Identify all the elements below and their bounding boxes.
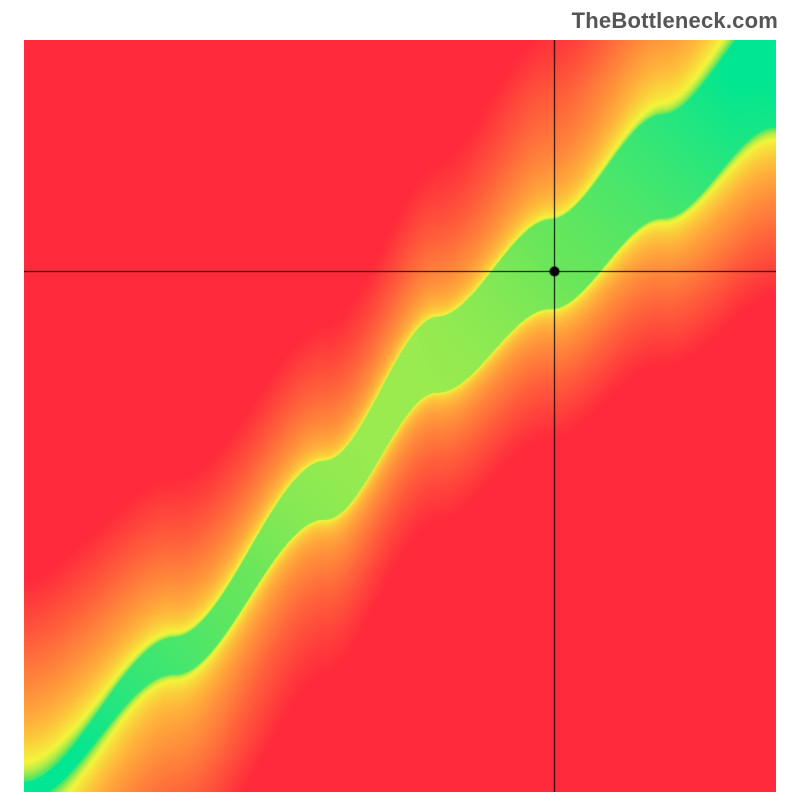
heatmap-canvas — [24, 40, 776, 792]
watermark-text: TheBottleneck.com — [572, 8, 778, 34]
bottleneck-heatmap-chart — [24, 40, 776, 792]
